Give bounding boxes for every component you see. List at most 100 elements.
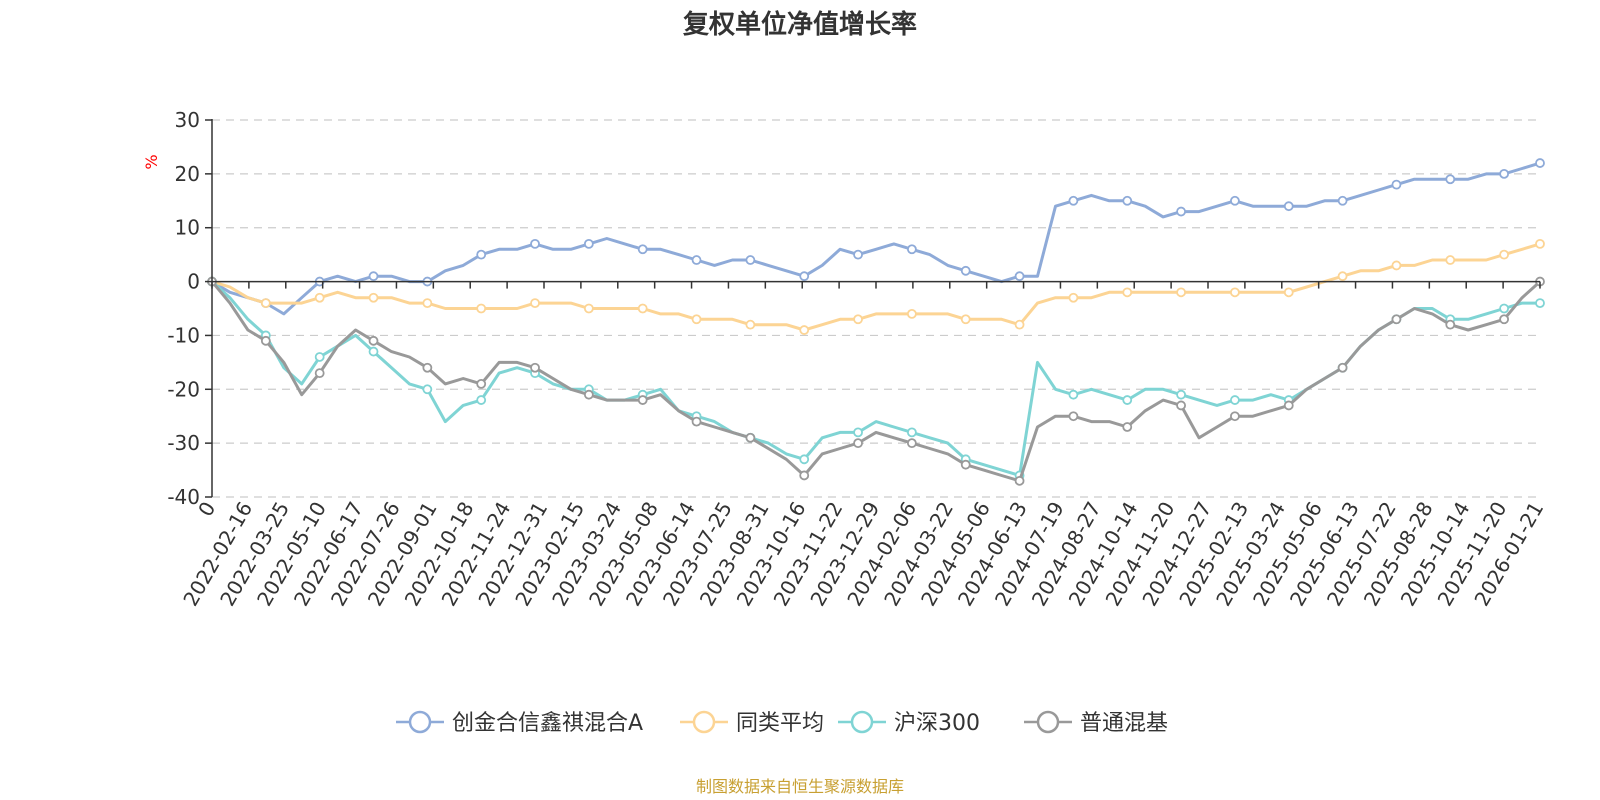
y-axis-label: % <box>142 154 161 169</box>
data-point[interactable] <box>1122 287 1133 298</box>
data-point[interactable] <box>1230 395 1240 405</box>
data-point[interactable] <box>799 454 810 465</box>
data-point[interactable] <box>422 362 433 373</box>
data-point[interactable] <box>853 314 863 325</box>
data-point[interactable] <box>1122 395 1133 405</box>
data-point[interactable] <box>314 292 325 303</box>
data-point[interactable] <box>1068 411 1079 422</box>
chart-title: 复权单位净值增长率 <box>683 9 917 40</box>
data-point[interactable] <box>422 384 433 395</box>
data-point[interactable] <box>1445 255 1456 265</box>
data-point[interactable] <box>691 314 702 325</box>
data-point[interactable] <box>1499 314 1510 325</box>
data-point[interactable] <box>583 303 594 314</box>
data-point[interactable] <box>314 352 325 362</box>
data-point[interactable] <box>1068 389 1079 400</box>
data-point[interactable] <box>530 362 540 373</box>
data-point[interactable] <box>637 303 648 314</box>
data-point[interactable] <box>368 346 379 357</box>
data-point[interactable] <box>314 368 325 379</box>
series-line-1[interactable] <box>211 161 1541 316</box>
data-point[interactable] <box>476 249 487 260</box>
legend-item-4[interactable]: 普通混基 <box>1024 710 1168 736</box>
data-point[interactable] <box>1014 319 1025 330</box>
legend-item-2[interactable]: 同类平均 <box>680 710 824 736</box>
data-point[interactable] <box>260 335 271 346</box>
data-point[interactable] <box>1176 287 1186 298</box>
data-point[interactable] <box>1283 201 1294 212</box>
data-point[interactable] <box>368 271 379 282</box>
series-line-4[interactable] <box>210 280 1542 483</box>
data-point[interactable] <box>530 238 540 249</box>
data-point[interactable] <box>691 416 702 427</box>
data-point[interactable] <box>583 389 594 400</box>
data-point[interactable] <box>1122 422 1133 432</box>
data-point[interactable] <box>799 325 810 335</box>
data-point[interactable] <box>745 255 756 265</box>
data-point[interactable] <box>1283 400 1294 411</box>
data-point[interactable] <box>476 303 487 314</box>
data-point[interactable] <box>1230 411 1240 422</box>
data-point[interactable] <box>476 395 487 405</box>
data-point[interactable] <box>1445 319 1456 330</box>
data-point[interactable] <box>1230 195 1240 206</box>
data-point[interactable] <box>960 459 971 470</box>
data-point[interactable] <box>1535 158 1545 168</box>
data-point[interactable] <box>1499 168 1510 179</box>
series-layer <box>207 158 1545 486</box>
data-point[interactable] <box>1337 195 1348 206</box>
data-point[interactable] <box>1337 271 1348 282</box>
data-point[interactable] <box>368 335 379 346</box>
data-point[interactable] <box>1535 238 1545 249</box>
data-point[interactable] <box>906 427 917 438</box>
data-point[interactable] <box>1122 195 1133 206</box>
y-tick-label: 0 <box>187 270 200 294</box>
data-point[interactable] <box>260 298 271 309</box>
legend[interactable]: 创金合信鑫祺混合A 同类平均 沪深300 普通混基 <box>396 710 1168 736</box>
data-point[interactable] <box>853 249 863 260</box>
data-point[interactable] <box>583 238 594 249</box>
data-point[interactable] <box>1014 271 1025 282</box>
data-point[interactable] <box>1068 195 1079 206</box>
data-point[interactable] <box>1391 314 1402 325</box>
legend-item-1[interactable]: 创金合信鑫祺混合A <box>396 710 643 736</box>
data-point[interactable] <box>1391 260 1402 271</box>
legend-label: 创金合信鑫祺混合A <box>452 711 643 736</box>
data-point[interactable] <box>1337 362 1348 373</box>
data-point[interactable] <box>1391 179 1402 190</box>
data-point[interactable] <box>1176 206 1186 217</box>
data-point[interactable] <box>637 395 648 405</box>
data-point[interactable] <box>476 378 487 389</box>
data-point[interactable] <box>960 265 971 276</box>
data-point[interactable] <box>1230 287 1240 298</box>
data-point[interactable] <box>1176 400 1186 411</box>
data-point[interactable] <box>1499 249 1510 260</box>
data-point[interactable] <box>1014 475 1025 486</box>
data-point[interactable] <box>960 314 971 325</box>
data-point[interactable] <box>745 319 756 330</box>
data-point[interactable] <box>530 298 540 309</box>
legend-circle-icon <box>408 710 432 734</box>
data-point[interactable] <box>1535 298 1545 309</box>
data-point[interactable] <box>799 271 810 282</box>
series-line-3[interactable] <box>210 280 1540 477</box>
data-point[interactable] <box>745 432 756 443</box>
data-point[interactable] <box>368 292 379 303</box>
data-point[interactable] <box>906 244 917 255</box>
data-point[interactable] <box>1445 174 1456 185</box>
data-point[interactable] <box>422 298 433 309</box>
data-point[interactable] <box>1283 287 1294 298</box>
data-point[interactable] <box>906 438 917 449</box>
legend-item-3[interactable]: 沪深300 <box>838 710 980 736</box>
data-point[interactable] <box>1068 292 1079 303</box>
data-point[interactable] <box>853 438 863 449</box>
data-point[interactable] <box>799 470 810 481</box>
data-point[interactable] <box>1499 303 1510 314</box>
data-point[interactable] <box>691 255 702 265</box>
data-point[interactable] <box>906 308 917 319</box>
data-point[interactable] <box>637 244 648 255</box>
y-tick-label: 10 <box>175 216 200 240</box>
data-point[interactable] <box>1176 389 1186 400</box>
data-point[interactable] <box>853 427 863 438</box>
legend-circle-icon <box>850 710 874 734</box>
